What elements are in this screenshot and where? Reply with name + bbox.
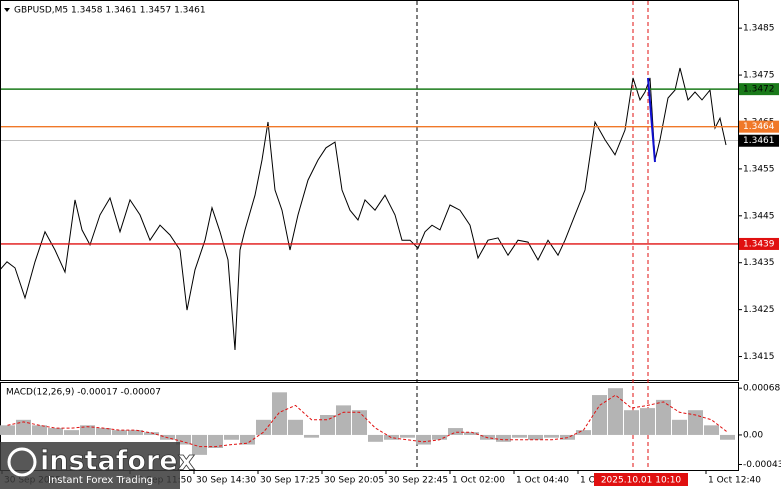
y-tick-label: 1.3415 [743,352,775,362]
macd-label: MACD(12,26,9) -0.00017 -0.00007 [6,388,161,398]
macd-bar [48,428,63,435]
macd-bar [384,434,399,440]
macd-bar [0,425,15,435]
watermark-brand: instaforex [40,446,195,477]
y-tick-label: 1.3445 [743,211,775,221]
macd-bar [16,419,31,435]
macd-bar [544,434,559,438]
x-tick-label: 30 Sep 22:45 [388,476,448,486]
price-level-tag [739,120,779,133]
y-tick-label: 1.3435 [743,258,775,268]
macd-bar [272,392,287,435]
macd-bar [496,434,511,442]
price-level-tag [739,83,779,96]
macd-bar [608,388,623,435]
macd-bar [464,432,479,435]
menu-arrow [4,8,10,12]
macd-bar [368,434,383,442]
price-level-label: 1.3439 [743,239,775,249]
x-tick-label: 30 Sep 20:05 [324,476,384,486]
macd-bar [576,430,591,435]
macd-bar [192,434,207,455]
macd-bar [432,434,447,440]
chart-title: GBPUSD,M5 1.3458 1.3461 1.3457 1.3461 [14,6,206,16]
price-level-label: 1.3461 [743,136,775,146]
macd-bar [176,434,191,445]
macd-bar [144,432,159,435]
macd-bar [256,419,271,435]
price-level-label: 1.3472 [743,85,775,95]
macd-bar [352,410,367,435]
macd-bar [224,434,239,440]
y-tick-label: -0.00043 [743,460,781,470]
macd-bar [592,395,607,435]
macd-bar [208,434,223,448]
macd-bar [528,434,543,440]
macd-bar [720,434,735,440]
y-tick-label: 1.3455 [743,164,775,174]
macd-bar [400,434,415,438]
x-tick-label: 30 Sep 17:25 [260,476,320,486]
macd-bar [416,434,431,445]
y-tick-label: 1.3425 [743,305,775,315]
watermark-logo [7,447,37,477]
signal-line [7,394,728,448]
price-panel [0,0,739,381]
macd-bar [704,425,719,435]
watermark-tagline: Instant Forex Trading [48,475,153,486]
y-tick-label: 0.00068 [743,384,780,394]
x-tick-label: 30 Sep 14:30 [196,476,256,486]
macd-bar [336,405,351,435]
macd-bar [32,425,47,435]
macd-bar [448,428,463,435]
macd-bar [112,430,127,435]
time-label-bg [594,473,688,486]
macd-bar [128,430,143,435]
time-label: 2025.10.01 10:10 [601,476,682,486]
x-tick-label: 1 Oct 12:40 [708,476,761,486]
signal-arrow [647,77,656,163]
x-tick-label: 1 Oct 04:40 [516,476,569,486]
y-tick-label: 0.00 [743,430,763,440]
macd-bar [64,430,79,435]
x-tick-label: 1 Oct 02:00 [452,476,505,486]
macd-bar [656,399,671,435]
macd-bar [512,434,527,438]
y-tick-label: 1.3475 [743,71,775,81]
watermark-bg [0,442,180,489]
macd-bar [320,415,335,435]
price-level-tag [739,134,779,147]
macd-bar [304,434,319,438]
macd-bar [96,428,111,435]
macd-bar [640,408,655,435]
y-tick-label: 1.3485 [743,24,775,34]
macd-bar [240,434,255,445]
macd-bar [288,419,303,435]
price-level-tag [739,237,779,250]
macd-bar [80,425,95,435]
macd-bar [672,419,687,435]
macd-bar [624,410,639,435]
price-level-label: 1.3464 [743,122,775,132]
